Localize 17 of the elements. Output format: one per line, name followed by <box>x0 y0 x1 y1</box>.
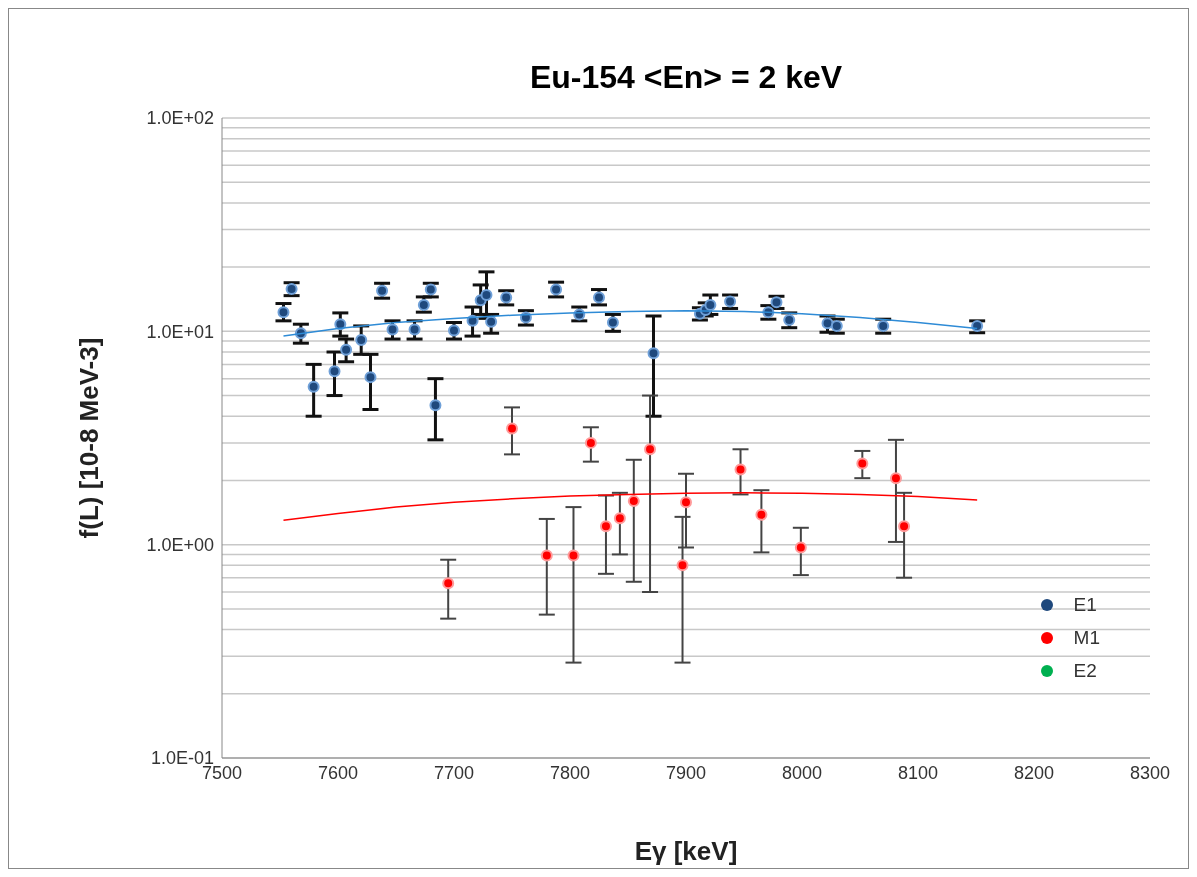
legend-label: E2 <box>1073 659 1097 682</box>
x-tick-label: 8300 <box>1129 762 1171 783</box>
y-tick-label: 1.0E+00 <box>146 535 214 556</box>
x-tick-label: 8200 <box>1013 762 1055 783</box>
y-tick-label: 1.0E+01 <box>146 321 214 342</box>
x-tick-label: 7700 <box>433 762 475 783</box>
x-tick-label: 8100 <box>897 762 939 783</box>
legend-label: E1 <box>1073 593 1097 616</box>
legend-label: M1 <box>1073 626 1100 649</box>
y-axis-title: f(L) [10-8 MeV-3] <box>74 337 105 539</box>
x-tick-label: 7900 <box>665 762 707 783</box>
x-tick-label: 8000 <box>781 762 823 783</box>
y-tick-label: 1.0E+02 <box>146 108 214 129</box>
x-tick-label: 7600 <box>317 762 359 783</box>
chart-title: Eu-154 <En> = 2 keV <box>528 59 844 96</box>
x-axis-title: Eγ [keV] <box>634 836 738 866</box>
x-tick-label: 7800 <box>549 762 591 783</box>
